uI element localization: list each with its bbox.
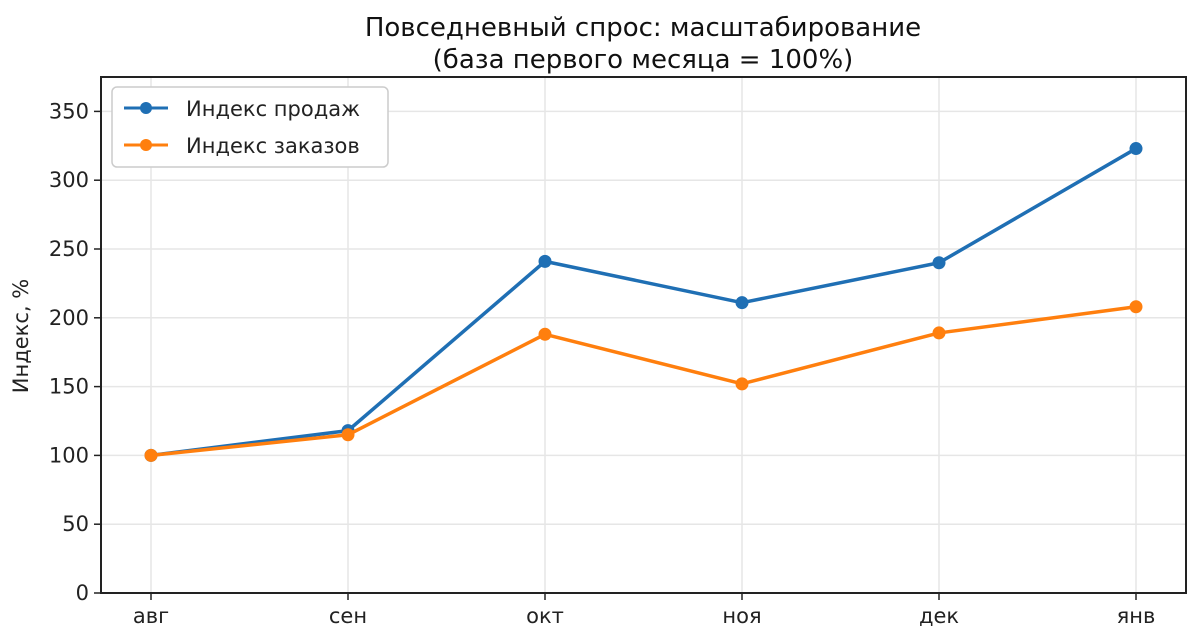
data-point — [1129, 300, 1143, 314]
data-point — [932, 256, 946, 270]
x-tick-label: ноя — [722, 604, 761, 628]
legend-label-sales: Индекс продаж — [186, 97, 360, 121]
data-point — [932, 326, 946, 340]
data-point — [341, 428, 355, 442]
x-axis: авг сен окт ноя дек янв — [133, 593, 1156, 628]
data-point — [735, 377, 749, 391]
legend-marker-sales — [140, 102, 152, 114]
chart-title-line1: Повседневный спрос: масштабирование — [365, 13, 921, 43]
y-axis-label: Индекс, % — [9, 279, 33, 393]
series-group — [144, 142, 1143, 462]
x-tick-label: авг — [133, 604, 169, 628]
y-axis: 0 50 100 150 200 250 300 350 — [49, 99, 101, 605]
y-tick-label: 300 — [49, 168, 89, 192]
legend: Индекс продаж Индекс заказов — [111, 86, 389, 168]
plot-area — [100, 76, 1187, 594]
y-tick-label: 50 — [62, 512, 89, 536]
y-tick-label: 0 — [76, 581, 89, 605]
chart-title-line2: (база первого месяца = 100%) — [433, 45, 854, 75]
legend-box — [111, 86, 389, 168]
data-point — [1129, 142, 1143, 156]
y-tick-label: 150 — [49, 375, 89, 399]
y-tick-label: 100 — [49, 443, 89, 467]
legend-marker-orders — [140, 139, 152, 151]
data-point — [538, 327, 552, 341]
series-0 — [144, 142, 1143, 462]
series-line-1 — [150, 305, 1137, 458]
data-point — [144, 448, 158, 462]
x-tick-label: окт — [526, 604, 564, 628]
x-tick-label: янв — [1117, 604, 1156, 628]
y-tick-label: 350 — [49, 99, 89, 123]
legend-label-orders: Индекс заказов — [186, 134, 360, 158]
data-point — [538, 254, 552, 268]
y-tick-label: 250 — [49, 237, 89, 261]
y-tick-label: 200 — [49, 306, 89, 330]
data-point — [735, 296, 749, 310]
x-tick-label: сен — [329, 604, 367, 628]
x-tick-label: дек — [919, 604, 959, 628]
series-1 — [144, 300, 1143, 462]
series-line-0 — [150, 147, 1137, 458]
